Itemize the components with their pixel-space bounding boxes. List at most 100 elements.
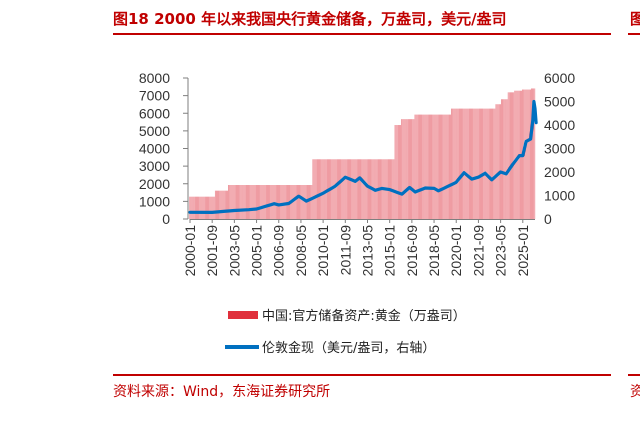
reserve-bar: [270, 185, 272, 219]
reserve-bar: [222, 190, 224, 219]
x-tick-label: 2018-05: [426, 225, 442, 277]
reserve-bar: [492, 108, 493, 219]
reserve-bar: [477, 108, 479, 219]
reserve-bar: [274, 185, 276, 219]
reserve-bar: [360, 159, 361, 219]
reserve-bar: [212, 196, 214, 219]
reserve-bar: [273, 185, 275, 219]
x-tick-label: 2005-01: [249, 225, 265, 277]
reserve-bar: [301, 185, 303, 219]
reserve-bar: [277, 185, 278, 219]
reserve-bar: [465, 108, 467, 219]
reserve-bar: [217, 190, 218, 219]
reserve-bar: [229, 185, 231, 219]
reserve-bar: [487, 108, 489, 219]
reserve-bar: [338, 159, 339, 219]
reserve-bar: [260, 185, 262, 219]
reserve-bar: [207, 196, 208, 219]
reserve-bar: [310, 185, 312, 219]
reserve-bar: [211, 196, 213, 219]
right-tick-label: 1000: [544, 188, 575, 204]
reserve-bar: [335, 159, 337, 219]
reserve-bar: [320, 159, 322, 219]
reserve-bar: [532, 88, 533, 219]
reserve-bar: [449, 114, 450, 219]
reserve-bar: [527, 89, 529, 219]
left-tick-label: 7000: [139, 88, 170, 104]
adjacent-title-rule: [628, 33, 640, 35]
reserve-bar: [279, 185, 280, 219]
reserve-bar: [249, 185, 251, 219]
left-tick-label: 2000: [139, 176, 170, 192]
reserve-bar: [437, 114, 439, 219]
reserve-bar: [197, 196, 198, 219]
reserve-bar: [393, 159, 395, 219]
x-tick-label: 2013-05: [360, 225, 376, 277]
x-tick-label: 2006-09: [271, 225, 287, 277]
left-tick-label: 3000: [139, 158, 170, 174]
reserve-bar: [352, 159, 354, 219]
reserve-bar: [238, 185, 239, 219]
reserve-bar: [434, 114, 436, 219]
reserve-bar: [231, 185, 233, 219]
reserve-bar: [253, 185, 255, 219]
reserve-bar: [228, 185, 229, 219]
reserve-bar: [491, 108, 492, 219]
left-tick-label: 4000: [139, 141, 170, 157]
reserve-bar: [214, 190, 216, 219]
reserve-bar: [416, 114, 418, 219]
reserve-bar: [505, 99, 507, 219]
reserve-bar: [295, 185, 297, 219]
reserve-bar: [309, 185, 310, 219]
reserve-bar: [204, 196, 206, 219]
reserve-bar: [399, 125, 400, 219]
reserve-bar: [230, 185, 232, 219]
reserve-bar: [512, 92, 513, 219]
reserve-bar: [413, 119, 415, 219]
reserve-bar: [504, 99, 506, 219]
reserve-bar: [368, 159, 369, 219]
reserve-bar: [298, 185, 299, 219]
reserve-bar: [365, 159, 367, 219]
reserve-bar: [445, 114, 447, 219]
reserve-bar: [427, 114, 429, 219]
reserve-bar: [528, 89, 530, 219]
reserve-bar: [356, 159, 358, 219]
reserve-bar: [515, 90, 517, 219]
reserve-bar: [501, 99, 502, 219]
reserve-bar: [258, 185, 259, 219]
legend-bar-swatch: [228, 311, 258, 319]
reserve-bar: [404, 119, 406, 219]
reserve-bar: [192, 196, 194, 219]
reserve-bar: [423, 114, 425, 219]
reserve-bar: [293, 185, 295, 219]
reserve-bar: [340, 159, 342, 219]
reserve-bar: [531, 88, 532, 219]
reserve-bar: [353, 159, 355, 219]
reserve-bar: [498, 104, 500, 219]
footer-rule: [113, 374, 611, 376]
reserve-bar: [461, 108, 462, 219]
reserve-bar: [503, 99, 505, 219]
reserve-bar: [441, 114, 442, 219]
reserve-bar: [220, 190, 222, 219]
reserve-bar: [490, 108, 491, 219]
reserve-bar: [201, 196, 203, 219]
reserve-bar: [294, 185, 296, 219]
reserve-bar: [447, 114, 449, 219]
reserve-bar: [241, 185, 243, 219]
reserve-bar: [218, 190, 219, 219]
reserve-bar: [210, 196, 212, 219]
reserve-bar: [401, 119, 403, 219]
reserve-bar: [283, 185, 285, 219]
reserve-bar: [234, 185, 236, 219]
gold-reserve-bars: [189, 88, 536, 219]
reserve-bar: [355, 159, 357, 219]
reserve-bar: [287, 185, 288, 219]
reserve-bar: [257, 185, 258, 219]
reserve-bar: [281, 185, 283, 219]
reserve-bar: [440, 114, 441, 219]
reserve-bar: [239, 185, 241, 219]
reserve-bar: [275, 185, 277, 219]
